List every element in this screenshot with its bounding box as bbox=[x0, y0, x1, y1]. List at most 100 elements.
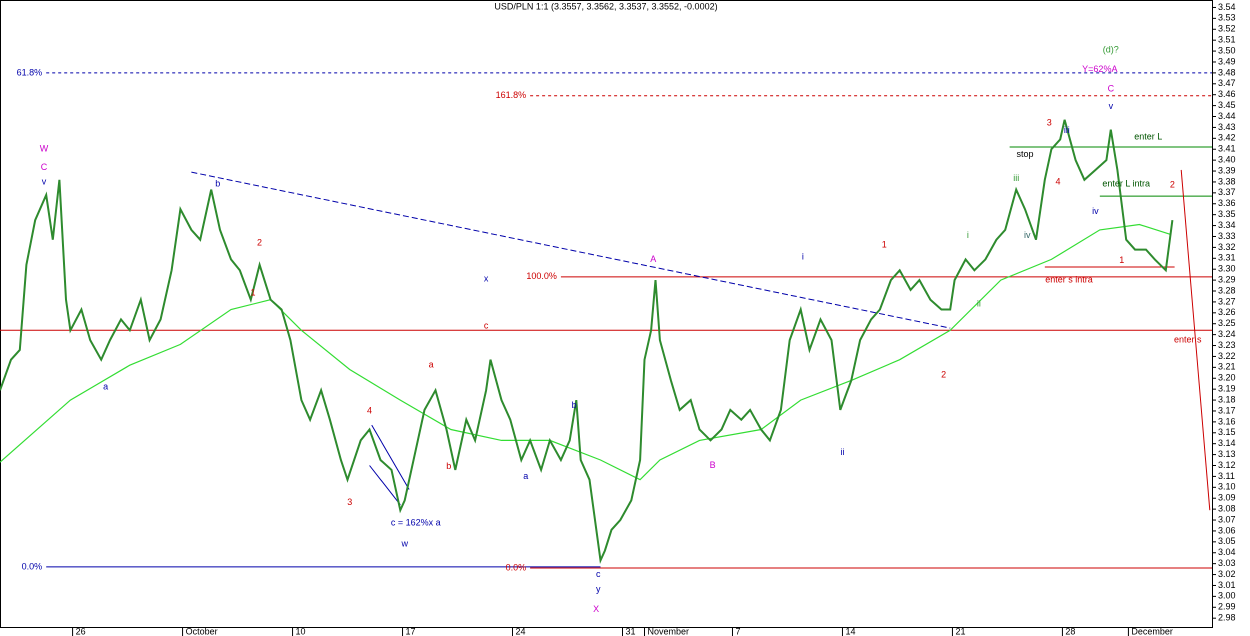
y-tick-label: 2.99 bbox=[1218, 602, 1236, 612]
y-tick-label: 3.41 bbox=[1218, 144, 1236, 154]
y-tick-label: 3.09 bbox=[1218, 493, 1236, 503]
wave-label: a bbox=[429, 360, 434, 370]
y-tick-label: 3.53 bbox=[1218, 13, 1236, 23]
x-tick-label: October bbox=[186, 626, 218, 636]
y-tick-label: 3.27 bbox=[1218, 296, 1236, 306]
wave-label: 1 bbox=[250, 288, 255, 298]
y-tick-label: 3.07 bbox=[1218, 514, 1236, 524]
y-tick-label: 3.42 bbox=[1218, 133, 1236, 143]
wave-label: iv bbox=[1092, 206, 1099, 216]
trendline bbox=[191, 171, 951, 329]
y-tick-label: 3.46 bbox=[1218, 89, 1236, 99]
wave-label: B bbox=[710, 460, 716, 470]
y-tick-label: 3.29 bbox=[1218, 274, 1236, 284]
wave-label: iv bbox=[1024, 230, 1031, 240]
x-tick-label: November bbox=[647, 626, 689, 636]
wave-label: 4 bbox=[1056, 176, 1061, 186]
wave-label: (d)? bbox=[1103, 44, 1119, 54]
wave-label: enter L intra bbox=[1102, 179, 1150, 189]
y-tick-label: 3.00 bbox=[1218, 591, 1236, 601]
y-tick-label: 3.26 bbox=[1218, 307, 1236, 317]
y-tick-label: 3.18 bbox=[1218, 394, 1236, 404]
x-tick-label: 26 bbox=[76, 626, 86, 636]
y-tick-label: 3.24 bbox=[1218, 329, 1236, 339]
x-tick-label: 17 bbox=[406, 626, 416, 636]
wave-label: enter s intra bbox=[1045, 274, 1093, 284]
y-tick-label: 3.21 bbox=[1218, 362, 1236, 372]
y-tick-label: 3.08 bbox=[1218, 504, 1236, 514]
wave-label: x bbox=[484, 273, 489, 283]
wave-label: 4 bbox=[367, 405, 372, 415]
wave-label: stop bbox=[1017, 149, 1034, 159]
y-tick-label: 3.02 bbox=[1218, 569, 1236, 579]
y-tick-label: 3.01 bbox=[1218, 580, 1236, 590]
wave-label: c = 162%x a bbox=[391, 518, 441, 528]
wave-label: Y=62%A bbox=[1082, 64, 1117, 74]
y-tick-label: 3.52 bbox=[1218, 24, 1236, 34]
y-tick-label: 3.32 bbox=[1218, 242, 1236, 252]
y-tick-label: 3.33 bbox=[1218, 231, 1236, 241]
y-tick-label: 3.03 bbox=[1218, 558, 1236, 568]
y-tick-label: 3.44 bbox=[1218, 111, 1236, 121]
y-tick-label: 3.25 bbox=[1218, 318, 1236, 328]
wave-label: a bbox=[103, 381, 108, 391]
y-tick-label: 3.22 bbox=[1218, 351, 1236, 361]
wave-label: C bbox=[41, 162, 48, 172]
y-tick-label: 3.49 bbox=[1218, 56, 1236, 66]
wave-label: C bbox=[1108, 84, 1115, 94]
wave-label: ii bbox=[840, 447, 844, 457]
x-tick-label: 28 bbox=[1065, 626, 1075, 636]
wave-label: v bbox=[1109, 101, 1114, 111]
wave-label: y bbox=[596, 584, 601, 594]
wave-label: b bbox=[215, 179, 220, 189]
chart-title: USD/PLN 1:1 (3.3557, 3.3562, 3.3537, 3.3… bbox=[494, 1, 717, 11]
trendline bbox=[369, 465, 401, 506]
y-tick-label: 3.04 bbox=[1218, 547, 1236, 557]
y-tick-label: 3.11 bbox=[1218, 471, 1235, 481]
level-label: 61.8% bbox=[17, 67, 43, 77]
y-tick-label: 3.13 bbox=[1218, 449, 1236, 459]
x-tick-label: December bbox=[1131, 626, 1173, 636]
wave-label: iii bbox=[1064, 125, 1070, 135]
wave-label: iii bbox=[1013, 173, 1019, 183]
wave-label: 1 bbox=[882, 240, 887, 250]
wave-label: b bbox=[572, 400, 577, 410]
y-tick-label: 3.31 bbox=[1218, 253, 1236, 263]
y-tick-label: 3.50 bbox=[1218, 45, 1236, 55]
y-tick-label: 3.43 bbox=[1218, 122, 1236, 132]
wave-label: c bbox=[596, 569, 601, 579]
wave-label: 2 bbox=[941, 369, 946, 379]
wave-label: 2 bbox=[257, 237, 262, 247]
y-tick-label: 2.98 bbox=[1218, 613, 1236, 623]
y-tick-label: 3.36 bbox=[1218, 198, 1236, 208]
wave-label: v bbox=[42, 176, 47, 186]
y-tick-label: 3.10 bbox=[1218, 482, 1236, 492]
trendline bbox=[371, 424, 410, 490]
x-tick-label: 31 bbox=[625, 626, 635, 636]
wave-label: ii bbox=[977, 298, 981, 308]
y-tick-label: 3.06 bbox=[1218, 525, 1236, 535]
wave-label: enter L bbox=[1134, 132, 1162, 142]
y-tick-label: 3.05 bbox=[1218, 536, 1236, 546]
wave-label: i bbox=[802, 252, 804, 262]
y-tick-label: 3.34 bbox=[1218, 220, 1236, 230]
wave-label: b bbox=[446, 461, 451, 471]
y-tick-label: 3.39 bbox=[1218, 165, 1236, 175]
level-label: 0.0% bbox=[22, 561, 43, 571]
y-tick-label: 3.20 bbox=[1218, 373, 1236, 383]
price-line bbox=[0, 223, 1171, 481]
y-tick-label: 3.19 bbox=[1218, 384, 1236, 394]
wave-label: a bbox=[523, 471, 528, 481]
level-label: 161.8% bbox=[496, 90, 527, 100]
price-line bbox=[0, 119, 1174, 564]
y-tick-label: 3.40 bbox=[1218, 155, 1236, 165]
y-tick-label: 3.51 bbox=[1218, 35, 1236, 45]
y-tick-label: 3.48 bbox=[1218, 67, 1236, 77]
trendline bbox=[1180, 169, 1211, 511]
level-label: 100.0% bbox=[526, 271, 557, 281]
wave-label: W bbox=[40, 144, 49, 154]
wave-label: 2 bbox=[1170, 180, 1175, 190]
y-tick-label: 3.12 bbox=[1218, 460, 1236, 470]
wave-label: 3 bbox=[347, 497, 352, 507]
